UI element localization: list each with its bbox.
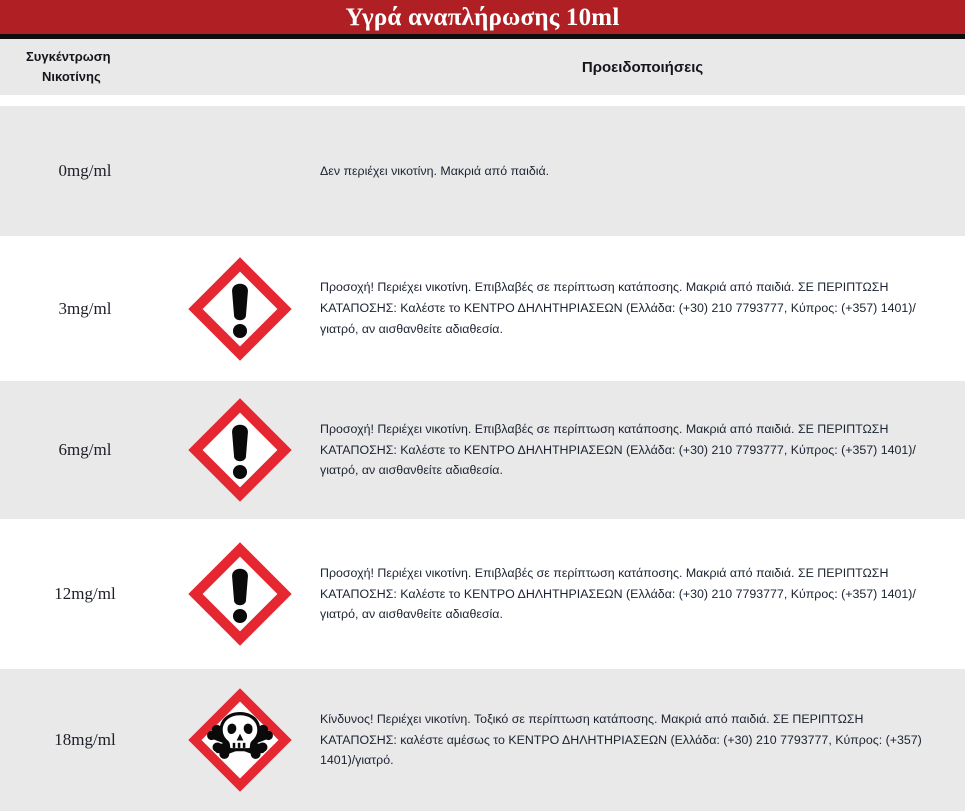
cell-pictogram [160, 669, 320, 811]
cell-concentration: 0mg/ml [58, 161, 112, 180]
cell-warning: Προσοχή! Περιέχει νικοτίνη. Επιβλαβές σε… [320, 421, 916, 478]
cell-pictogram [160, 519, 320, 669]
ghs07-exclamation-mark-icon [185, 395, 295, 505]
page-title-bar: Υγρά αναπλήρωσης 10ml [0, 0, 965, 39]
table-row: 3mg/ml Προσοχή! Περιέχει νικοτίνη. Επιβλ… [0, 236, 965, 381]
cell-pictogram [160, 106, 320, 236]
cell-pictogram [160, 381, 320, 519]
ghs07-exclamation-mark-icon [185, 539, 295, 649]
cell-concentration: 6mg/ml [58, 440, 112, 459]
ghs07-exclamation-mark-icon [185, 254, 295, 364]
table-header-row: Συγκέντρωση Νικοτίνης Προειδοποιήσεις [0, 39, 965, 95]
table-row: 0mg/ml Δεν περιέχει νικοτίνη. Μακριά από… [0, 106, 965, 236]
cell-warning: Δεν περιέχει νικοτίνη. Μακριά από παιδιά… [320, 163, 550, 178]
table-row: 18mg/ml [0, 669, 965, 811]
header-separator-row [0, 95, 965, 106]
column-header-concentration: Συγκέντρωση Νικοτίνης [0, 39, 320, 95]
page-title: Υγρά αναπλήρωσης 10ml [345, 3, 620, 31]
header-separator [0, 95, 965, 106]
column-header-concentration-line2: Νικοτίνης [42, 69, 101, 84]
table-row: 12mg/ml Προσοχή! Περιέχει νικοτίνη. Επιβ… [0, 519, 965, 669]
cell-concentration: 18mg/ml [54, 730, 116, 749]
cell-concentration: 3mg/ml [58, 298, 112, 318]
cell-pictogram [160, 236, 320, 381]
cell-concentration: 12mg/ml [54, 584, 116, 603]
cell-warning: Προσοχή! Περιέχει νικοτίνη. Επιβλαβές σε… [320, 565, 916, 622]
table-row: 6mg/ml Προσοχή! Περιέχει νικοτίνη. Επιβλ… [0, 381, 965, 519]
cell-warning: Κίνδυνος! Περιέχει νικοτίνη. Τοξικό σε π… [320, 711, 922, 768]
column-header-warnings: Προειδοποιήσεις [581, 58, 704, 76]
column-header-concentration-line1: Συγκέντρωση [26, 48, 111, 64]
cell-warning: Προσοχή! Περιέχει νικοτίνη. Επιβλαβές σε… [320, 280, 916, 336]
nicotine-warnings-table: Συγκέντρωση Νικοτίνης Προειδοποιήσεις 0m… [0, 39, 965, 811]
ghs06-skull-and-crossbones-icon [185, 685, 295, 795]
